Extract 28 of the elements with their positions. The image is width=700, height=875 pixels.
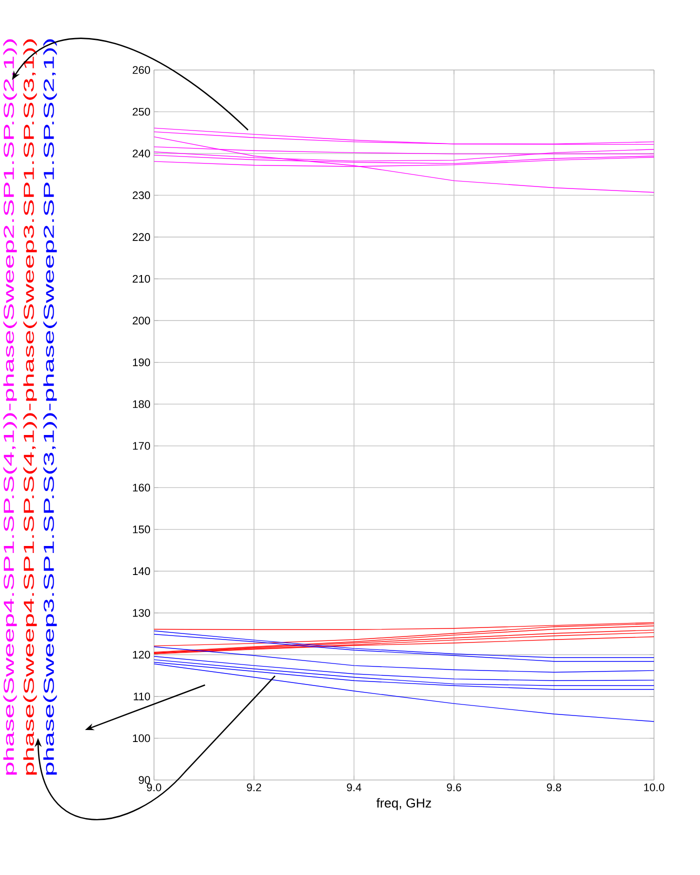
- text: phase(Sweep4.SP1.SP.S(4,1))-phase(Sweep2.SP1.SP.S(2,1)): [3, 39, 17, 775]
- y-tick-label: 160: [133, 484, 150, 492]
- y-tick-label: 90: [138, 776, 150, 784]
- y-tick-label: 260: [132, 66, 150, 74]
- x-tick-label: 9.6: [446, 784, 462, 792]
- x-axis-title: freq, GHz: [376, 798, 432, 810]
- y-tick-label: 140: [133, 567, 150, 576]
- y-tick-label: 120: [133, 650, 150, 659]
- x-tick-label: 9.2: [246, 784, 262, 792]
- y-tick-label: 130: [133, 609, 150, 617]
- x-tick-label: 9.8: [546, 784, 562, 792]
- y-tick-label: 100: [133, 734, 150, 742]
- y-tick-label: 250: [132, 108, 150, 116]
- y-tick-label: 150: [133, 526, 150, 534]
- x-tick-label: 9.0: [146, 784, 162, 792]
- text: phase(Sweep3.SP1.SP.S(3,1))-phase(Sweep2.SP1.SP.S(2,1)): [43, 39, 57, 775]
- y-tick-label: 210: [132, 274, 150, 283]
- y-tick-label: 230: [132, 191, 150, 200]
- y-tick-label: 170: [133, 442, 150, 450]
- x-tick-label: 9.4: [346, 784, 362, 792]
- y-tick-label: 240: [132, 150, 150, 158]
- y-tick-label: 190: [133, 358, 150, 366]
- y-tick-label: 180: [133, 400, 150, 408]
- y-tick-label: 220: [132, 233, 150, 241]
- x-tick-label: 10.0: [644, 784, 664, 792]
- text: phase(Sweep4.SP1.SP.S(4,1))-phase(Sweep3.SP1.SP.S(3,1)): [23, 39, 37, 775]
- y-tick-label: 200: [132, 316, 150, 324]
- y-tick-label: 110: [134, 692, 150, 700]
